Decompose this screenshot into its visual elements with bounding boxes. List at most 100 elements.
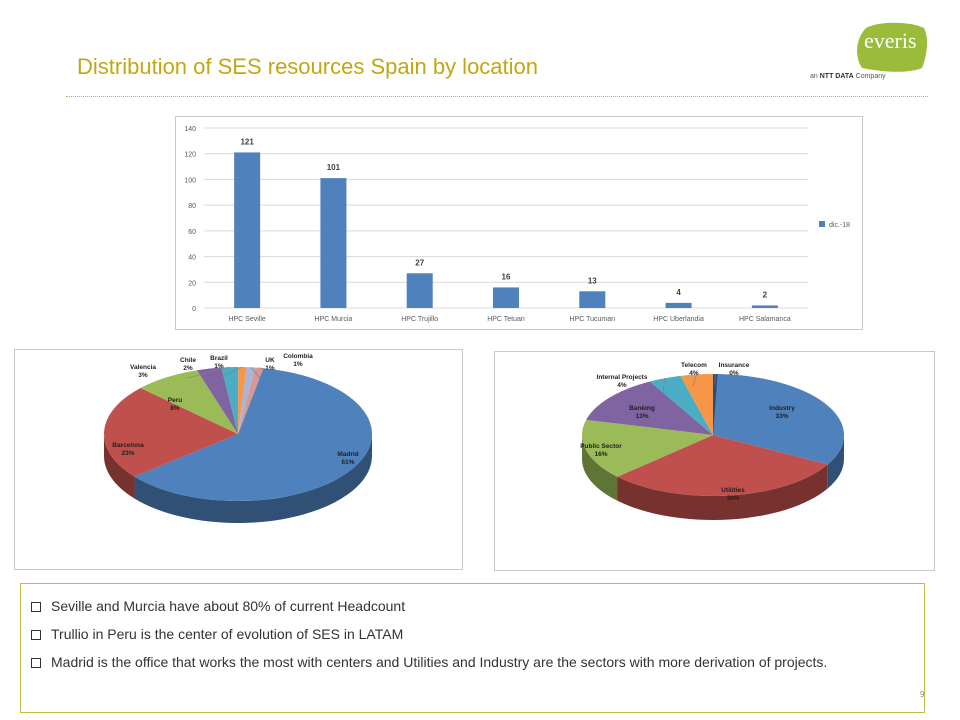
bar-value-label: 13 xyxy=(588,276,597,285)
pie-percent-label: 1% xyxy=(214,363,224,370)
pie-leader-line xyxy=(692,374,697,387)
bar xyxy=(406,273,433,308)
pie-category-label: Public Sector xyxy=(580,443,622,450)
x-tick-label: HPC Trujillo xyxy=(401,316,438,323)
checkbox-bullet-icon xyxy=(31,658,41,668)
pie-category-label: Banking xyxy=(629,405,655,412)
sector-pie-panel: Industry 33% Utilities 30% Public Sector 16% B… xyxy=(494,351,935,571)
bar xyxy=(751,305,778,308)
y-tick-label: 80 xyxy=(188,203,196,210)
pie-percent-label: 1% xyxy=(293,361,303,368)
logo-tag-prefix: an xyxy=(810,73,820,80)
pie-slice xyxy=(238,367,264,434)
note-item: Trullio in Peru is the center of evoluti… xyxy=(31,620,901,648)
pie-category-label: Telecom xyxy=(681,362,707,369)
pie-category-label: UK xyxy=(265,357,275,364)
pie-category-label: Internal Projects xyxy=(597,374,648,381)
pie-slice-side xyxy=(617,464,828,520)
bar-value-label: 27 xyxy=(415,258,424,267)
pie-percent-label: 8% xyxy=(170,405,180,412)
legend-label: dic.-18 xyxy=(829,222,850,229)
bar-value-label: 121 xyxy=(240,137,254,146)
pie-category-label: Valencia xyxy=(130,364,156,371)
y-tick-label: 140 xyxy=(184,126,196,133)
title-divider xyxy=(66,96,928,97)
y-tick-label: 0 xyxy=(192,306,196,313)
bar-value-label: 101 xyxy=(327,163,341,172)
pie-slice xyxy=(586,381,713,435)
note-text: Seville and Murcia have about 80% of cur… xyxy=(51,598,406,614)
pie-percent-label: 30% xyxy=(726,495,739,502)
logo-tagline: an NTT DATA Company xyxy=(810,73,886,80)
pie-slice-side xyxy=(582,435,618,501)
y-tick-label: 60 xyxy=(188,229,196,236)
pie-category-label: Industry xyxy=(769,405,795,412)
pie-percent-label: 61% xyxy=(341,459,354,466)
pie-percent-label: 2% xyxy=(183,365,193,372)
bar-chart: 0 20 40 60 80 100 120 140 121 HPC Seville 101 HPC M… xyxy=(184,126,850,323)
pie-percent-label: 1% xyxy=(265,365,275,372)
x-tick-label: HPC Salamanca xyxy=(739,316,791,323)
bar-value-label: 16 xyxy=(502,272,511,281)
note-item: Seville and Murcia have about 80% of cur… xyxy=(31,592,901,620)
pie-percent-label: 4% xyxy=(617,382,627,389)
bar-chart-panel: 0 20 40 60 80 100 120 140 121 HPC Seville 101 HPC M… xyxy=(175,116,863,330)
location-pie-panel: Madrid 61% Barcelona 23% Peru 8% Valencia 3% Chi… xyxy=(14,349,463,570)
pie-category-label: Insurance xyxy=(719,362,750,369)
pie-percent-label: 4% xyxy=(689,370,699,377)
bar xyxy=(493,287,519,308)
logo-word: everis xyxy=(864,28,917,53)
y-tick-label: 120 xyxy=(184,152,196,159)
checkbox-bullet-icon xyxy=(31,602,41,612)
bar xyxy=(665,302,692,308)
x-tick-label: HPC Uberlandia xyxy=(653,316,704,323)
page-number: 9 xyxy=(920,690,925,699)
pie-category-label: Colombia xyxy=(283,353,313,360)
checkbox-bullet-icon xyxy=(31,630,41,640)
y-tick-label: 40 xyxy=(188,255,196,262)
y-tick-label: 100 xyxy=(184,177,196,184)
pie-leader-line xyxy=(186,366,230,379)
logo-blob-shape xyxy=(857,22,928,72)
pie-percent-label: 0% xyxy=(729,370,739,377)
x-tick-label: HPC Murcia xyxy=(315,316,353,323)
pie-slice xyxy=(238,367,247,434)
notes-box: Seville and Murcia have about 80% of cur… xyxy=(20,583,925,713)
x-tick-label: HPC Tucuman xyxy=(570,316,616,323)
legend-swatch xyxy=(819,221,825,227)
pie-slice xyxy=(238,367,256,434)
pie-slice-side xyxy=(104,434,135,499)
pie-slice xyxy=(680,374,713,435)
pie-slice xyxy=(104,388,238,477)
pie-slice xyxy=(713,374,718,435)
pie-leader-line xyxy=(259,367,281,373)
pie-slice xyxy=(649,375,713,435)
bar xyxy=(579,291,606,308)
everis-logo: everis an NTT DATA Company xyxy=(800,18,930,88)
pie-percent-label: 16% xyxy=(594,451,607,458)
pie-percent-label: 3% xyxy=(138,372,148,379)
pie-category-label: Brazil xyxy=(210,355,228,362)
pie-percent-label: 23% xyxy=(121,450,134,457)
pie-slice xyxy=(196,367,238,434)
bar-value-label: 2 xyxy=(763,290,768,299)
note-item: Madrid is the office that works the most… xyxy=(31,648,901,676)
pie-percent-label: 33% xyxy=(775,413,788,420)
x-tick-label: HPC Seville xyxy=(228,316,265,323)
pie-category-label: Peru xyxy=(168,397,182,404)
pie-category-label: Chile xyxy=(180,357,196,364)
bar-value-label: 4 xyxy=(676,288,681,297)
pie-slice xyxy=(221,367,239,434)
pie-category-label: Utilities xyxy=(721,487,745,494)
pie-slice xyxy=(140,370,238,434)
y-tick-label: 20 xyxy=(188,280,196,287)
pie-slice-side xyxy=(827,435,844,489)
note-text: Trullio in Peru is the center of evoluti… xyxy=(51,626,404,642)
logo-tag-brand: NTT DATA xyxy=(819,73,854,80)
pie-percent-label: 13% xyxy=(635,413,648,420)
bar xyxy=(234,152,261,308)
note-text: Madrid is the office that works the most… xyxy=(51,654,828,670)
logo-tag-suffix: Company xyxy=(853,73,886,80)
